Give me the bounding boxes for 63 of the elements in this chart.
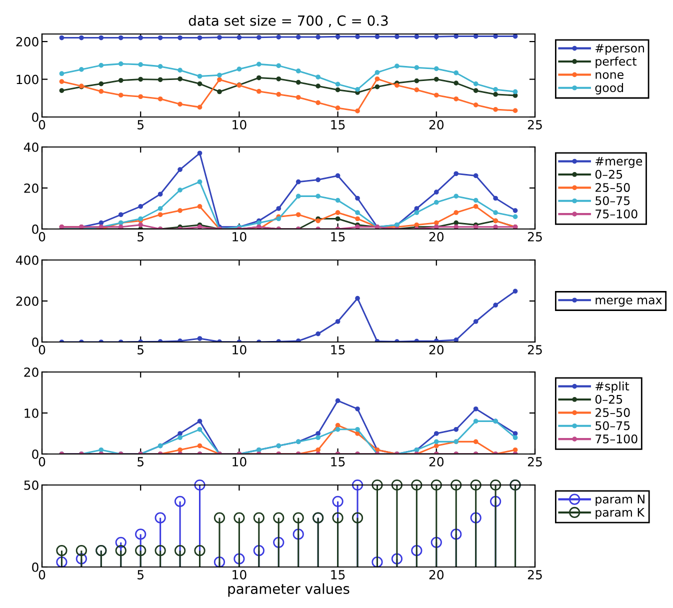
x-tick-label: 0 [38,345,46,354]
legend-label: #split [596,381,630,393]
x-tick-label: 10 [232,232,246,242]
x-tick-label: 5 [138,345,144,354]
y-tick-label: 200 [16,296,38,306]
x-tick-label: 5 [138,120,144,130]
x-tick-label: 15 [331,570,345,580]
y-tick-label: 40 [24,142,38,152]
x-tick-label: 10 [232,457,246,466]
x-tick-label: 0 [38,570,46,580]
chart-title: data set size = 700 , C = 0.3 [188,15,388,28]
x-axis-title: parameter values [228,583,350,597]
legend-label: 75–100 [596,434,638,444]
legend-label: 75–100 [596,209,638,218]
y-tick-label: 400 [16,255,38,265]
x-tick-label: 15 [331,457,345,466]
x-tick-label: 20 [429,570,444,580]
x-tick-label: 25 [528,120,542,130]
y-tick-label: 10 [24,408,38,418]
y-tick-label: 200 [16,37,38,46]
legend-label: #merge [596,156,642,168]
legend-label: perfect [596,56,637,68]
legend-label: 25–50 [596,408,630,417]
x-tick-label: 5 [138,457,144,466]
legend-label: good [595,83,624,94]
x-tick-label: 25 [528,570,542,580]
y-tick-label: 0 [32,562,38,572]
x-tick-label: 5 [138,232,144,242]
y-tick-label: 20 [24,183,38,193]
legend-label: 0–25 [595,170,622,179]
x-tick-label: 15 [331,345,345,354]
legend-label: #person [596,44,644,55]
legend-label: 0–25 [595,394,622,404]
x-tick-label: 20 [429,345,444,354]
legend-label: 50–75 [596,421,630,430]
x-tick-label: 20 [429,232,444,242]
x-tick-label: 25 [528,457,542,466]
x-tick-label: 0 [38,232,46,242]
x-tick-label: 5 [138,570,144,580]
legend-label: none [596,72,624,79]
x-tick-label: 15 [331,232,345,242]
x-tick-label: 0 [38,457,46,466]
y-tick-label: 20 [24,367,38,377]
x-tick-label: 15 [331,120,345,130]
x-tick-label: 10 [232,120,246,130]
y-tick-label: 100 [16,74,38,84]
x-tick-label: 25 [528,232,542,242]
x-tick-label: 0 [38,120,46,130]
legend-label: 25–50 [596,183,630,192]
legend-label: param K [596,508,645,520]
x-tick-label: 10 [232,570,246,580]
x-tick-label: 25 [528,345,542,354]
y-tick-label: 0 [32,112,38,122]
text: merge max [596,298,662,307]
legend-label: 50–75 [596,196,630,206]
y-tick-label: 0 [32,337,38,347]
x-tick-label: 20 [429,120,444,130]
y-tick-label: 0 [32,449,38,459]
x-tick-label: 10 [232,345,246,354]
legend-label: param N [596,494,644,506]
y-tick-label: 50 [24,480,38,490]
x-tick-label: 20 [429,457,444,466]
y-tick-label: 0 [32,224,38,234]
